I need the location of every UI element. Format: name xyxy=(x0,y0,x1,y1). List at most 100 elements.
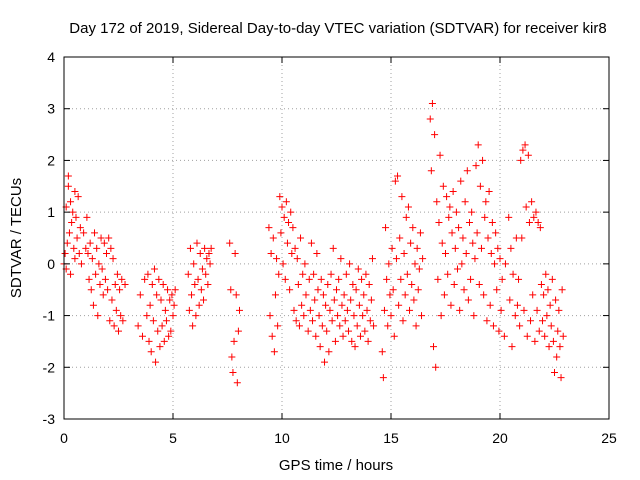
chart-title: Day 172 of 2019, Sidereal Day-to-day VTE… xyxy=(69,20,606,37)
data-point xyxy=(481,213,489,221)
data-point xyxy=(492,229,500,237)
x-tick-label: 20 xyxy=(492,430,508,446)
y-tick-label: 2 xyxy=(47,152,55,168)
data-point xyxy=(96,281,104,289)
data-point xyxy=(496,255,504,263)
data-point xyxy=(476,182,484,190)
data-point xyxy=(141,275,149,283)
data-point xyxy=(351,343,359,351)
data-point xyxy=(318,322,326,330)
x-tick-label: 10 xyxy=(274,430,290,446)
data-point xyxy=(61,250,69,258)
data-point xyxy=(337,255,345,263)
data-points xyxy=(60,100,567,387)
data-point xyxy=(468,208,476,216)
data-point xyxy=(156,343,164,351)
data-point xyxy=(532,208,540,216)
data-point xyxy=(448,229,456,237)
data-point xyxy=(486,301,494,309)
data-point xyxy=(529,291,537,299)
data-point xyxy=(117,312,125,320)
data-point xyxy=(410,296,418,304)
data-point xyxy=(524,151,532,159)
data-point xyxy=(235,306,243,314)
y-tick-label: -3 xyxy=(43,411,56,427)
data-point xyxy=(516,322,524,330)
data-point xyxy=(552,296,560,304)
data-point xyxy=(85,275,93,283)
data-point xyxy=(315,312,323,320)
data-point xyxy=(553,353,561,361)
data-point xyxy=(72,213,80,221)
data-point xyxy=(527,317,535,325)
data-point xyxy=(495,327,503,335)
data-point xyxy=(394,172,402,180)
data-point xyxy=(87,286,95,294)
data-point xyxy=(329,244,337,252)
data-point xyxy=(171,286,179,294)
data-point xyxy=(276,193,284,201)
data-point xyxy=(148,281,156,289)
data-point xyxy=(228,353,236,361)
data-point xyxy=(266,312,274,320)
data-point xyxy=(98,265,106,273)
data-point xyxy=(521,141,529,149)
data-point xyxy=(415,265,423,273)
data-point xyxy=(162,317,170,325)
data-point xyxy=(291,244,299,252)
data-point xyxy=(368,255,376,263)
data-point xyxy=(153,291,161,299)
data-point xyxy=(472,162,480,170)
data-point xyxy=(67,198,75,206)
data-point xyxy=(227,286,235,294)
data-point xyxy=(343,306,351,314)
data-point xyxy=(166,296,174,304)
data-point xyxy=(112,306,120,314)
data-point xyxy=(116,286,124,294)
data-point xyxy=(479,156,487,164)
data-point xyxy=(185,306,193,314)
data-point xyxy=(165,332,173,340)
data-point xyxy=(453,265,461,273)
data-point xyxy=(305,275,313,283)
data-point xyxy=(322,301,330,309)
data-point xyxy=(195,301,203,309)
data-point xyxy=(268,332,276,340)
data-point xyxy=(508,343,516,351)
data-point xyxy=(411,260,419,268)
data-point xyxy=(119,317,127,325)
data-point xyxy=(226,239,234,247)
data-point xyxy=(86,239,94,247)
data-point xyxy=(150,265,158,273)
data-point xyxy=(80,229,88,237)
y-tick-label: -1 xyxy=(43,308,56,324)
data-point xyxy=(169,312,177,320)
data-point xyxy=(413,244,421,252)
data-point xyxy=(442,250,449,258)
data-point xyxy=(234,327,242,335)
data-point xyxy=(554,327,562,335)
data-point xyxy=(289,224,297,232)
data-point xyxy=(154,327,162,335)
data-point xyxy=(544,286,552,294)
data-point xyxy=(407,239,415,247)
data-point xyxy=(399,317,407,325)
data-point xyxy=(301,260,309,268)
data-point xyxy=(555,306,563,314)
data-point xyxy=(168,291,176,299)
data-point xyxy=(65,229,73,237)
data-point xyxy=(528,198,536,206)
data-point xyxy=(435,218,443,226)
data-point xyxy=(273,255,281,263)
x-axis-label: GPS time / hours xyxy=(279,457,393,474)
data-point xyxy=(416,229,424,237)
y-tick-label: 0 xyxy=(47,256,55,272)
data-point xyxy=(501,260,509,268)
data-point xyxy=(386,291,394,299)
data-point xyxy=(287,208,295,216)
data-point xyxy=(395,301,403,309)
data-point xyxy=(430,343,438,351)
data-point xyxy=(533,306,541,314)
data-point xyxy=(384,322,392,330)
